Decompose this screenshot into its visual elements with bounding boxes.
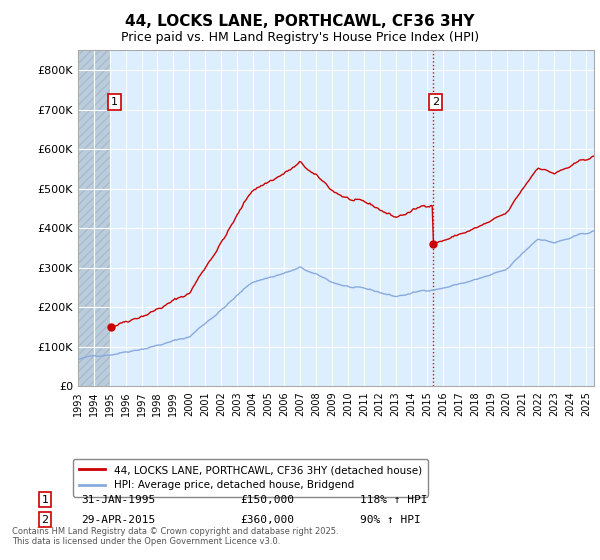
- Text: 29-APR-2015: 29-APR-2015: [81, 515, 155, 525]
- Text: 1: 1: [41, 494, 49, 505]
- Text: 31-JAN-1995: 31-JAN-1995: [81, 494, 155, 505]
- Text: 1: 1: [111, 97, 118, 107]
- Text: £150,000: £150,000: [240, 494, 294, 505]
- Text: 44, LOCKS LANE, PORTHCAWL, CF36 3HY: 44, LOCKS LANE, PORTHCAWL, CF36 3HY: [125, 14, 475, 29]
- Text: 2: 2: [41, 515, 49, 525]
- Text: 118% ↑ HPI: 118% ↑ HPI: [360, 494, 427, 505]
- Text: £360,000: £360,000: [240, 515, 294, 525]
- Text: Price paid vs. HM Land Registry's House Price Index (HPI): Price paid vs. HM Land Registry's House …: [121, 31, 479, 44]
- Text: 90% ↑ HPI: 90% ↑ HPI: [360, 515, 421, 525]
- Text: 2: 2: [431, 97, 439, 107]
- Text: Contains HM Land Registry data © Crown copyright and database right 2025.
This d: Contains HM Land Registry data © Crown c…: [12, 526, 338, 546]
- Legend: 44, LOCKS LANE, PORTHCAWL, CF36 3HY (detached house), HPI: Average price, detach: 44, LOCKS LANE, PORTHCAWL, CF36 3HY (det…: [73, 459, 428, 497]
